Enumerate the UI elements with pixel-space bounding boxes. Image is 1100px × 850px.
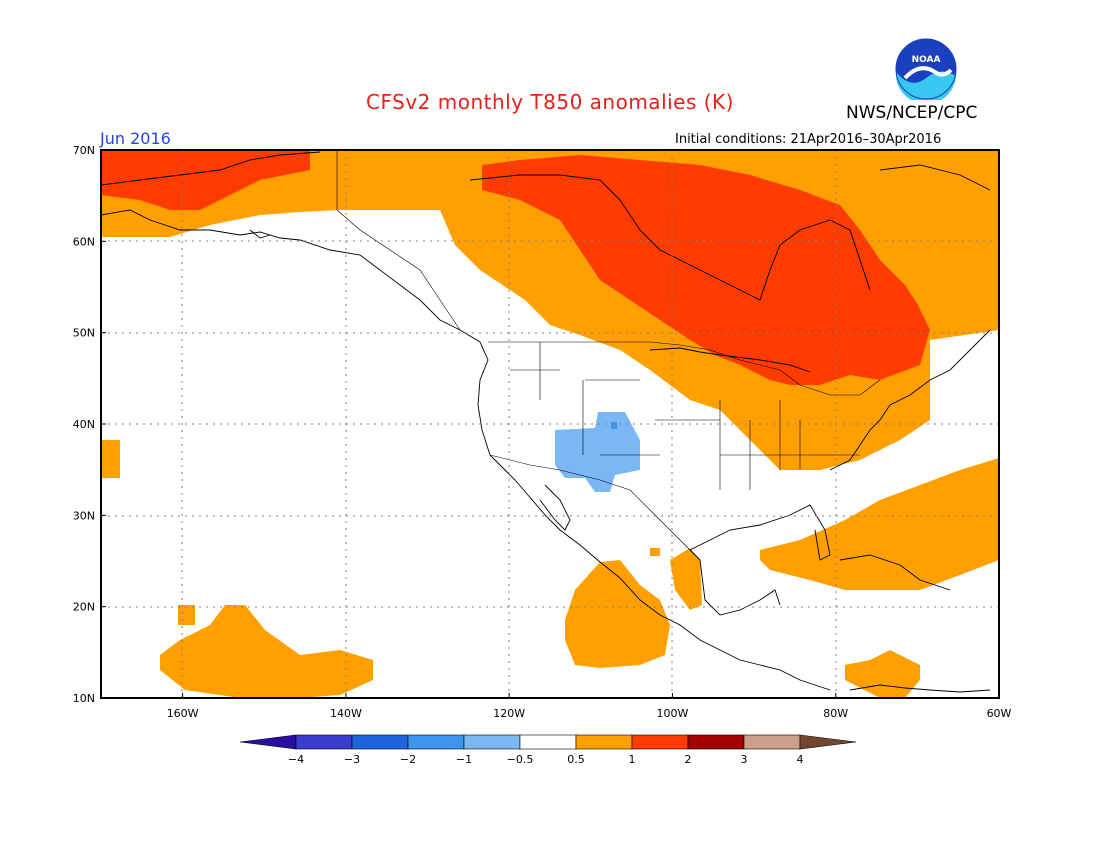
coastlines: [101, 151, 991, 693]
lon-label: 160W: [167, 707, 199, 720]
lon-label: 140W: [330, 707, 362, 720]
colorbar-label: 1: [629, 753, 636, 766]
colorbar-label: −4: [288, 753, 304, 766]
colorbar-label: −3: [344, 753, 360, 766]
colorbar-label: −0.5: [507, 753, 534, 766]
anomaly-region-blue: [555, 412, 640, 492]
colorbar-label: −1: [456, 753, 472, 766]
colorbar-min-arrow: [239, 734, 297, 750]
lat-label: 40N: [73, 418, 95, 431]
colorbar-swatch: [631, 734, 689, 750]
colorbar-swatch: [407, 734, 465, 750]
colorbar-label: 3: [741, 753, 748, 766]
colorbar-label: −2: [400, 753, 416, 766]
lat-label: 70N: [73, 144, 95, 157]
colorbar-swatch: [351, 734, 409, 750]
colorbar-swatch: [463, 734, 521, 750]
colorbar-swatch: [295, 734, 353, 750]
lat-label: 10N: [73, 692, 95, 705]
anomaly-region-red: [101, 150, 930, 385]
valid-month: Jun 2016: [100, 129, 171, 148]
lat-label: 20N: [73, 601, 95, 614]
gridlines: [101, 150, 999, 698]
chart-title: CFSv2 monthly T850 anomalies (K): [366, 90, 734, 114]
borders: [336, 150, 881, 551]
noaa-logo-text: NOAA: [912, 55, 941, 65]
colorbar-label: 2: [685, 753, 692, 766]
initial-conditions: Initial conditions: 21Apr2016–30Apr2016: [675, 132, 942, 147]
lon-label: 120W: [493, 707, 525, 720]
colorbar-swatch: [519, 734, 577, 750]
colorbar-label: 0.5: [567, 753, 585, 766]
longitude-labels: 160W 140W 120W 100W 80W 60W: [167, 693, 1012, 720]
colorbar-label: 4: [797, 753, 804, 766]
lon-label: 100W: [657, 707, 689, 720]
lat-label: 50N: [73, 327, 95, 340]
lon-label: 60W: [987, 707, 1012, 720]
colorbar-max-arrow: [799, 734, 857, 750]
colorbar-swatch: [575, 734, 633, 750]
lat-label: 60N: [73, 235, 95, 248]
lat-label: 30N: [73, 509, 95, 522]
colorbar-swatch: [743, 734, 801, 750]
lon-label: 80W: [823, 707, 848, 720]
colorbar-swatch: [687, 734, 745, 750]
agency-label: NWS/NCEP/CPC: [846, 103, 978, 123]
latitude-labels: 10N 20N 30N 40N 50N 60N 70N: [73, 144, 106, 705]
noaa-logo: NOAA: [895, 38, 957, 100]
